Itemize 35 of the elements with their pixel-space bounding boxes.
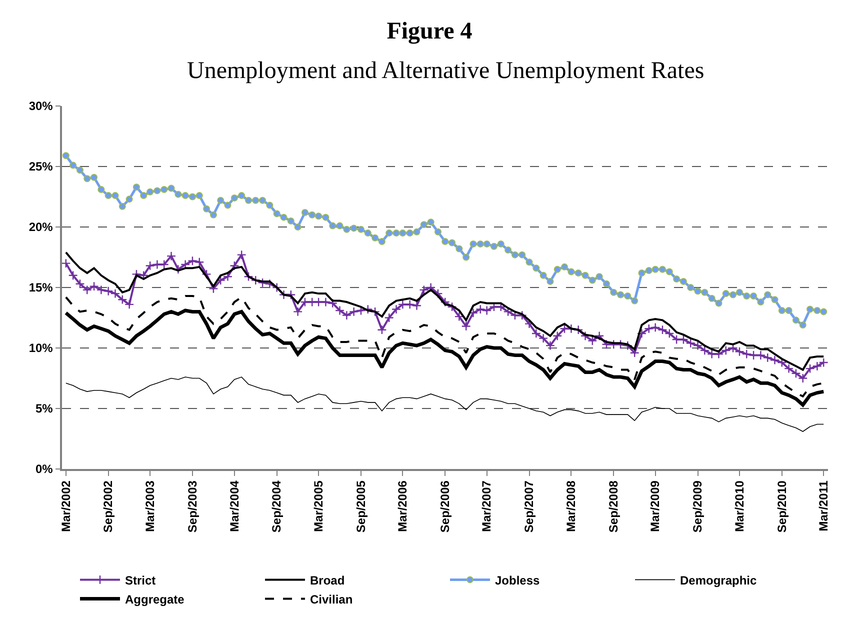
y-tick-label: 10% — [28, 341, 54, 356]
legend-label: Strict — [125, 573, 156, 588]
x-tick-label: Sep/2003 — [185, 480, 200, 533]
x-tick-label: Mar/2006 — [396, 480, 410, 532]
x-tick-label: Sep/2010 — [774, 480, 789, 533]
x-tick-label: Mar/2005 — [311, 480, 326, 532]
legend-label: Aggregate — [125, 592, 185, 606]
x-tick-label: Sep/2009 — [690, 480, 705, 533]
y-tick-label: 25% — [28, 160, 54, 174]
chart-title: Figure 4 — [386, 18, 472, 44]
y-tick-label: 15% — [28, 280, 54, 295]
chart-subtitle: Unemployment and Alternative Unemployment Rates — [187, 58, 704, 84]
x-tick-label: Mar/2007 — [480, 480, 494, 532]
y-tick-label: 5% — [36, 402, 54, 416]
x-tick-label: Sep/2004 — [270, 480, 284, 533]
y-tick-label: 0% — [36, 462, 54, 476]
legend-label: Broad — [310, 573, 345, 588]
x-tick-label: Sep/2006 — [438, 480, 452, 533]
x-tick-label: Mar/2002 — [58, 480, 73, 532]
x-tick-label: Mar/2004 — [227, 480, 242, 532]
legend-label: Civilian — [310, 592, 353, 606]
x-tick-label: Mar/2003 — [142, 480, 157, 532]
legend-label: Jobless — [495, 573, 540, 588]
x-tick-label: Mar/2008 — [564, 480, 578, 532]
x-tick-label: Sep/2002 — [101, 480, 116, 533]
x-tick-label: Sep/2008 — [606, 480, 621, 533]
x-tick-label: Sep/2005 — [354, 480, 368, 533]
x-tick-label: Mar/2011 — [816, 480, 831, 532]
x-tick-label: Sep/2007 — [522, 480, 536, 533]
x-tick-label: Mar/2010 — [732, 480, 746, 532]
line-series — [66, 376, 824, 432]
y-tick-label: 20% — [28, 220, 54, 234]
y-tick-label: 30% — [28, 99, 54, 114]
x-tick-label: Mar/2009 — [648, 480, 662, 532]
legend-label: Demographic — [680, 573, 758, 588]
